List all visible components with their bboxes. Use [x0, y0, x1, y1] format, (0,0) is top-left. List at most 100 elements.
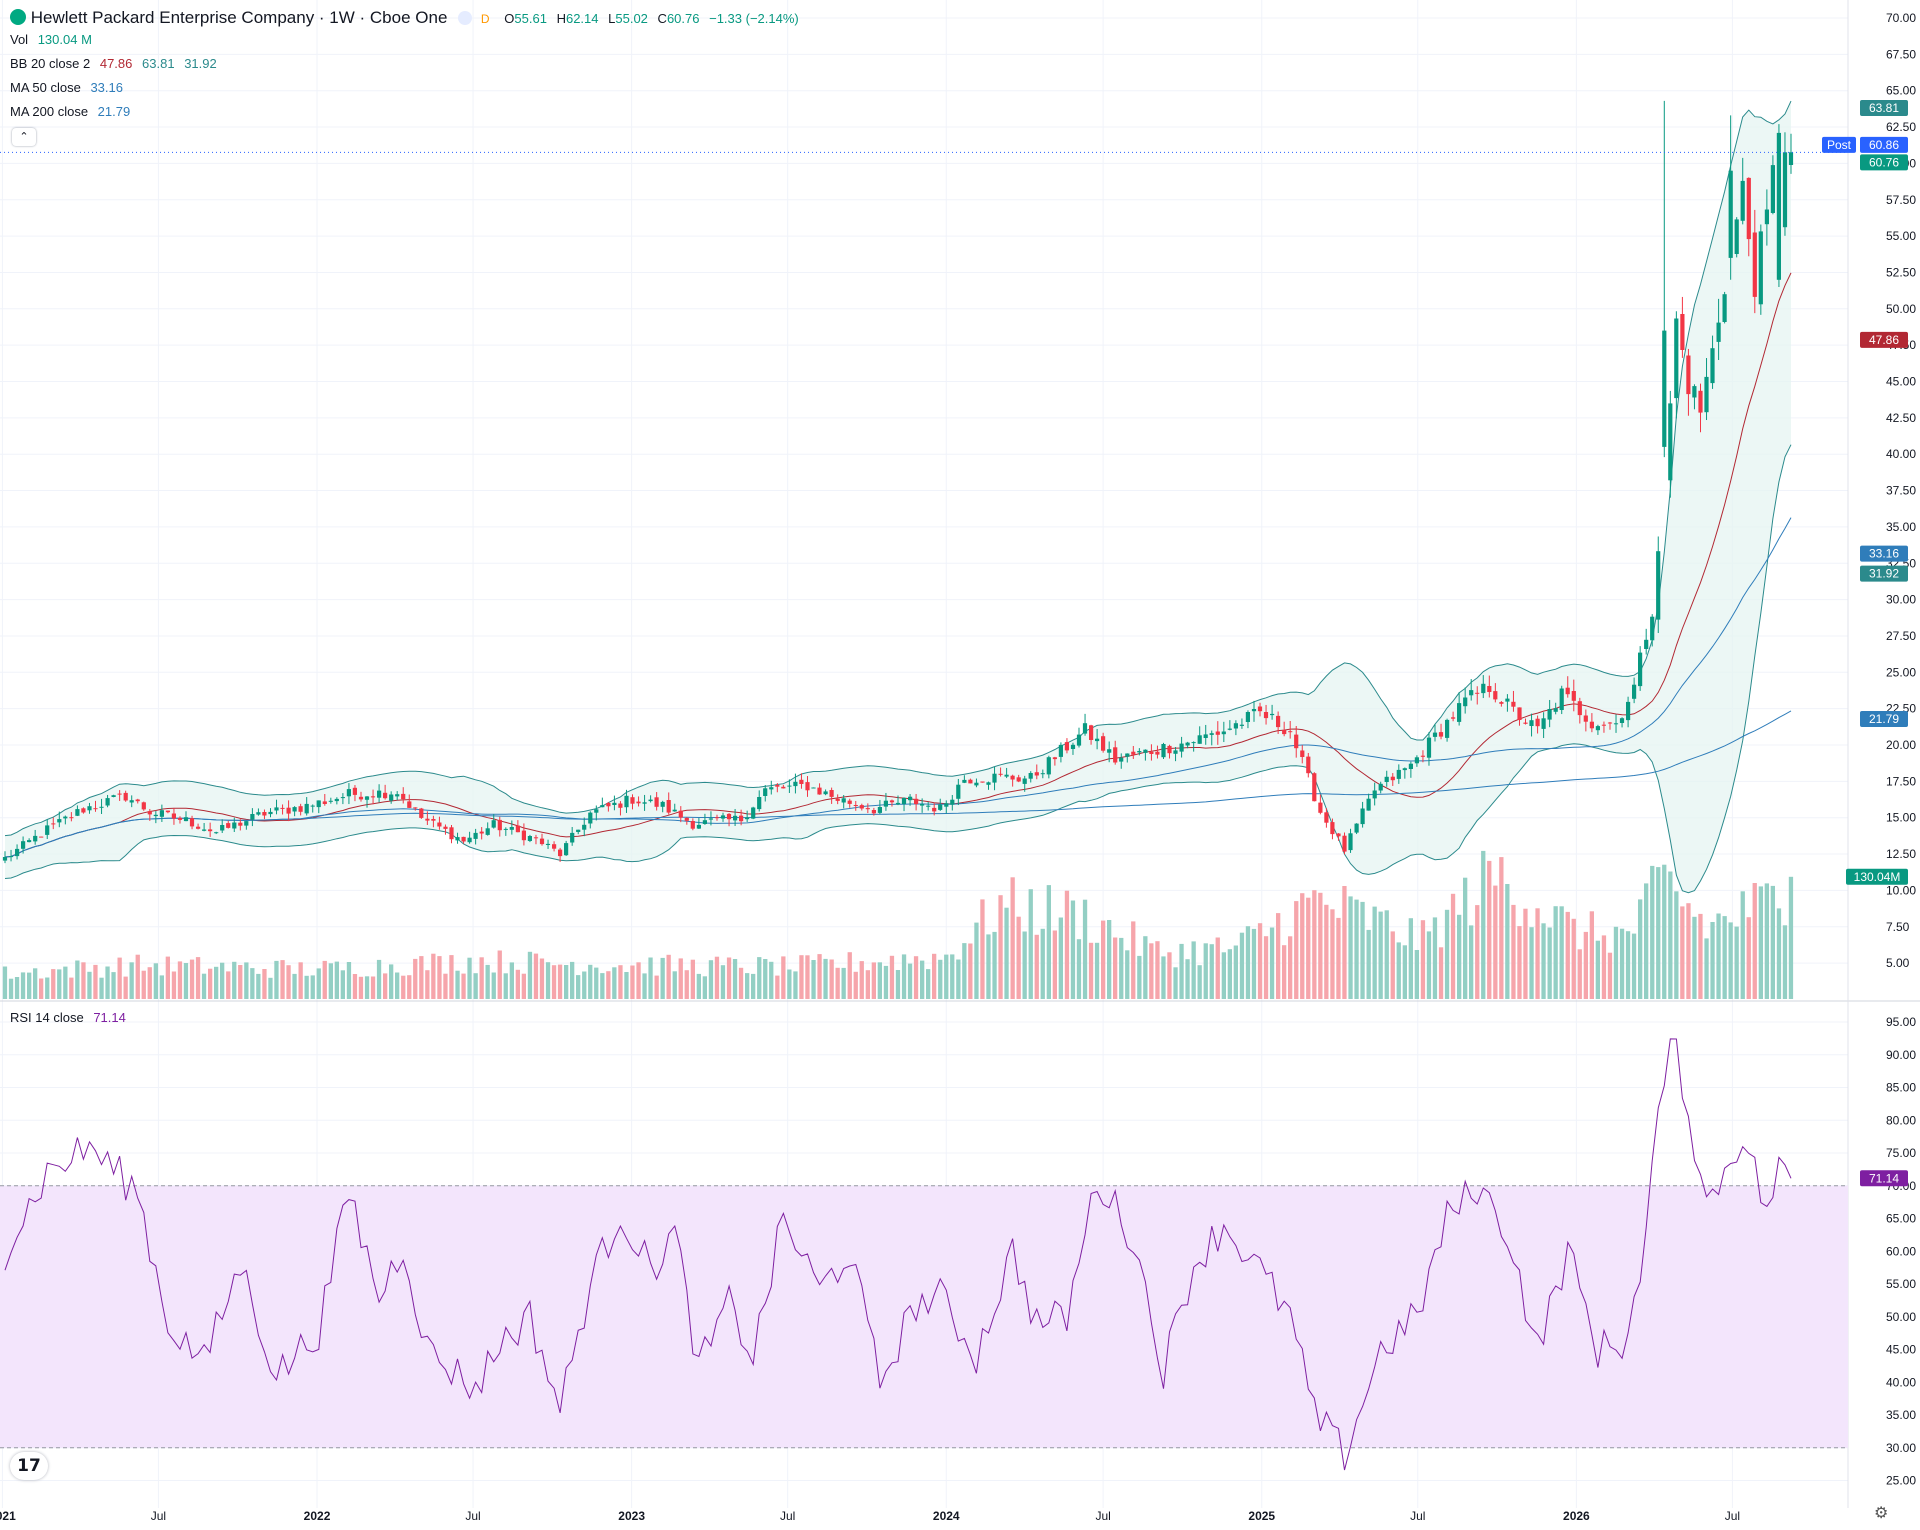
time-tick-label: 2025	[1248, 1509, 1275, 1523]
candle-body	[1245, 712, 1250, 722]
candlesticks[interactable]	[2, 100, 1794, 864]
volume-bar	[950, 954, 955, 999]
gear-icon[interactable]: ⚙	[1874, 1505, 1889, 1522]
candle-body	[1203, 734, 1208, 738]
rsi-label: RSI 14 close	[10, 1010, 84, 1025]
candle-body	[853, 805, 858, 806]
volume-bar	[1348, 896, 1353, 999]
candle-body	[986, 782, 991, 785]
candle-body	[865, 808, 870, 810]
candle-body	[334, 798, 339, 802]
symbol-legend[interactable]: Hewlett Packard Enterprise Company · 1W …	[10, 8, 799, 29]
volume-bar	[720, 965, 726, 999]
price-axis[interactable]: 70.0067.5065.0062.5060.0057.5055.0052.50…	[1886, 11, 1916, 970]
volume-bar	[1251, 928, 1257, 999]
ma200-legend[interactable]: MA 200 close 21.79	[10, 104, 130, 120]
time-axis[interactable]: 2021 Jul 2022 Jul 2023 Jul 2024 Jul 2025 Jul 2026 J…	[0, 1509, 1740, 1523]
candle-body	[660, 801, 665, 807]
volume-bar	[1438, 947, 1444, 999]
candle-body	[1191, 742, 1196, 744]
volume-bar	[383, 973, 388, 999]
candle-body	[1354, 823, 1359, 833]
candle-body	[1523, 722, 1528, 724]
candle-body	[1378, 783, 1383, 791]
candle-body	[1432, 732, 1438, 737]
post-price-tag: 60.86	[1869, 138, 1899, 152]
volume-bar	[841, 967, 846, 999]
volume-bar	[177, 961, 183, 999]
candle-body	[304, 803, 309, 814]
candle-body	[214, 832, 219, 834]
candle-body	[1541, 718, 1546, 729]
volume-bar	[1167, 952, 1172, 999]
candle-body	[757, 797, 762, 810]
symbol-title[interactable]: Hewlett Packard Enterprise Company · 1W …	[30, 8, 448, 27]
volume-bar	[1064, 890, 1070, 999]
volume-bar	[1668, 871, 1673, 999]
volume-bar	[1511, 904, 1516, 999]
volume-bar	[1589, 911, 1594, 999]
price-tick-label: 62.50	[1886, 120, 1916, 134]
volume-bar	[582, 971, 587, 999]
volume-bar	[244, 962, 249, 999]
volume-bar	[111, 972, 116, 999]
candle-body	[684, 817, 689, 821]
candle-body	[926, 805, 931, 807]
tradingview-logo-icon[interactable]: 17	[10, 1452, 48, 1480]
volume-bar	[1113, 937, 1118, 999]
candle-body	[1571, 691, 1576, 701]
volume-bar	[642, 973, 647, 999]
candle-body	[1529, 720, 1534, 726]
volume-bar	[1004, 907, 1009, 999]
candle-body	[1475, 692, 1480, 694]
time-tick-label: Jul	[1410, 1509, 1425, 1523]
candle-body	[8, 856, 14, 858]
candle-body	[1209, 733, 1214, 735]
ma50-legend[interactable]: MA 50 close 33.16	[10, 80, 123, 96]
candle-body	[932, 807, 937, 812]
bb-legend[interactable]: BB 20 close 2 47.86 63.81 31.92	[10, 56, 217, 72]
candle-body	[733, 815, 738, 821]
volume-bar	[853, 971, 858, 999]
candle-body	[1064, 742, 1069, 751]
volume-bar	[1674, 891, 1679, 999]
candle-body	[974, 782, 979, 786]
price-tick-label: 10.00	[1886, 883, 1916, 897]
candle-body	[1107, 749, 1112, 753]
volume-bar	[926, 969, 931, 999]
rsi-line	[4, 1038, 1792, 1471]
volume-bar	[322, 960, 327, 999]
candle-body	[702, 820, 707, 824]
volume-bar	[1505, 884, 1510, 999]
collapse-legend-button[interactable]: ⌃	[12, 128, 36, 146]
volume-bar	[364, 976, 370, 999]
candle-body	[1227, 728, 1232, 730]
candle-body	[714, 817, 720, 819]
volume-bar	[413, 958, 418, 999]
volume-bar	[533, 953, 539, 999]
volume-bar	[1595, 940, 1600, 999]
rsi-tick-label: 50.00	[1886, 1310, 1916, 1324]
candle-body	[980, 781, 985, 783]
candle-body	[690, 821, 695, 829]
volume-bar	[8, 978, 14, 999]
volume-bar	[1185, 959, 1190, 999]
volume-bar	[1306, 897, 1311, 999]
candle-body	[950, 799, 955, 805]
candle-body	[1650, 616, 1655, 641]
rsi-tick-label: 60.00	[1886, 1244, 1916, 1258]
volume-bar	[1137, 955, 1142, 999]
candle-body	[2, 857, 8, 861]
candle-body	[1197, 735, 1202, 744]
price-tick-label: 27.50	[1886, 629, 1916, 643]
volume-bar	[1758, 886, 1763, 999]
candle-body	[346, 789, 351, 797]
rsi-axis[interactable]: 95.0090.0085.0080.0075.0070.0065.0060.00…	[1886, 1015, 1916, 1488]
volume-bar	[69, 977, 74, 999]
candle-body	[1420, 755, 1425, 757]
volume-bar	[1040, 928, 1045, 999]
volume-legend[interactable]: Vol 130.04 M	[10, 32, 92, 48]
volume-bar	[738, 967, 744, 999]
rsi-legend[interactable]: RSI 14 close 71.14	[10, 1010, 126, 1026]
